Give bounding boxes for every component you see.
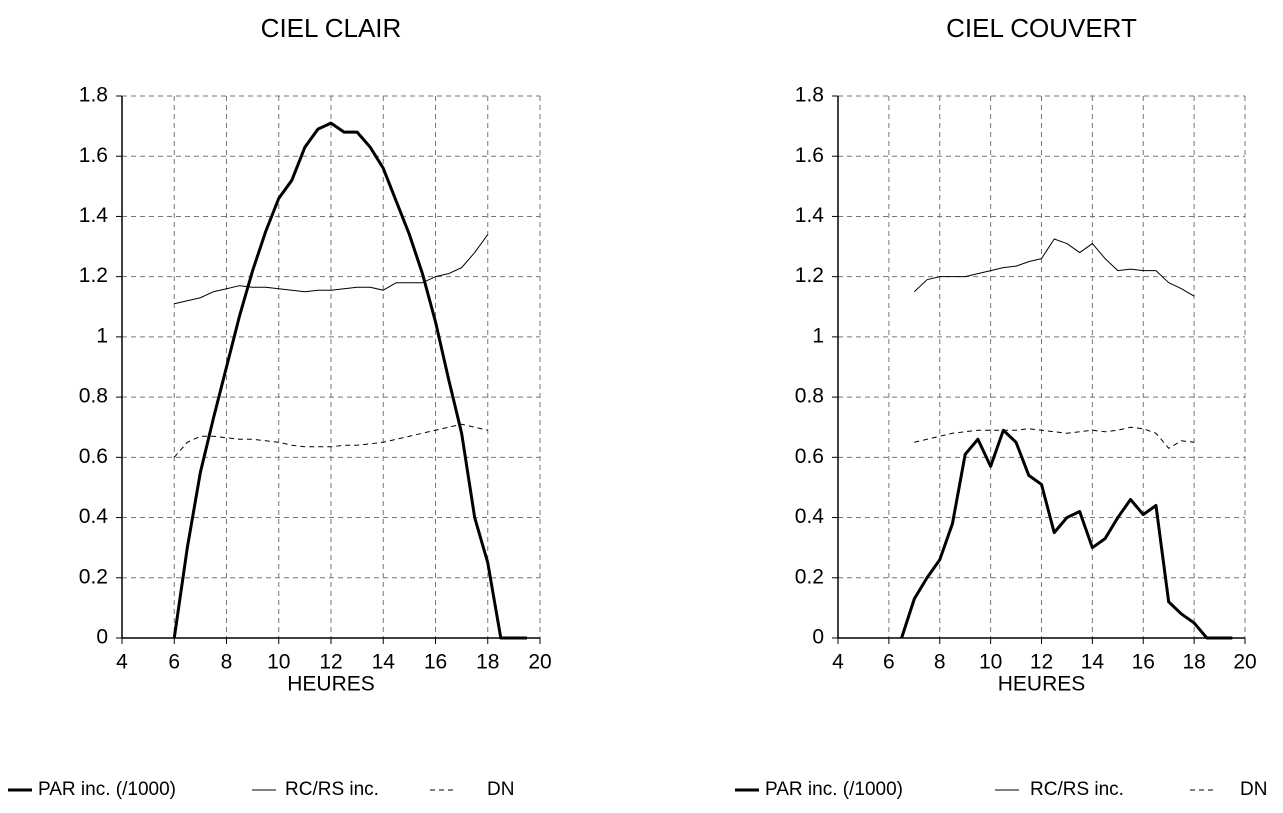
y-tick-label: 0 bbox=[96, 626, 108, 649]
x-tick-label: 6 bbox=[168, 651, 180, 674]
legend-label: RC/RS inc. bbox=[1030, 779, 1124, 800]
y-tick-label: 1.6 bbox=[79, 144, 108, 167]
y-tick-label: 1 bbox=[96, 324, 108, 347]
x-tick-label: 6 bbox=[883, 651, 895, 674]
x-tick-label: 18 bbox=[476, 651, 499, 674]
chart-title: CIEL CLAIR bbox=[261, 13, 402, 43]
series-line bbox=[173, 423, 488, 458]
series-line bbox=[914, 426, 1195, 449]
x-tick-label: 4 bbox=[832, 651, 844, 674]
x-axis-label: HEURES bbox=[287, 673, 375, 696]
x-tick-label: 12 bbox=[1030, 651, 1053, 674]
y-tick-label: 1.2 bbox=[79, 264, 108, 287]
legend-label: PAR inc. (/1000) bbox=[38, 779, 176, 800]
x-tick-label: 14 bbox=[1081, 651, 1105, 674]
y-tick-label: 1.8 bbox=[795, 84, 824, 107]
y-tick-label: 0.8 bbox=[79, 385, 108, 408]
x-tick-label: 12 bbox=[319, 651, 342, 674]
x-tick-label: 8 bbox=[221, 651, 233, 674]
x-tick-label: 10 bbox=[267, 651, 290, 674]
series-line bbox=[172, 121, 527, 640]
legend-label: DN bbox=[1240, 779, 1267, 800]
y-tick-label: 1.8 bbox=[79, 84, 108, 107]
legend-label: DN bbox=[487, 779, 514, 800]
series-line bbox=[174, 234, 489, 305]
y-tick-label: 1.6 bbox=[795, 144, 824, 167]
y-tick-label: 0.8 bbox=[795, 385, 824, 408]
legend-label: PAR inc. (/1000) bbox=[765, 779, 903, 800]
x-tick-label: 8 bbox=[934, 651, 946, 674]
x-tick-label: 20 bbox=[528, 651, 551, 674]
x-tick-label: 16 bbox=[1132, 651, 1155, 674]
y-tick-label: 0.2 bbox=[795, 565, 824, 588]
y-tick-label: 1.2 bbox=[795, 264, 824, 287]
y-tick-label: 0.6 bbox=[795, 445, 824, 468]
x-tick-label: 10 bbox=[979, 651, 1002, 674]
x-tick-label: 4 bbox=[116, 651, 128, 674]
y-tick-label: 0.2 bbox=[79, 565, 108, 588]
y-tick-label: 0 bbox=[812, 626, 824, 649]
y-tick-label: 1 bbox=[812, 324, 824, 347]
series-line bbox=[900, 428, 1233, 640]
series-line bbox=[913, 238, 1195, 297]
x-axis-label: HEURES bbox=[998, 673, 1086, 696]
y-tick-label: 1.4 bbox=[795, 204, 825, 227]
x-tick-label: 18 bbox=[1182, 651, 1205, 674]
y-tick-label: 0.4 bbox=[795, 505, 825, 528]
x-tick-label: 14 bbox=[372, 651, 396, 674]
chart-title: CIEL COUVERT bbox=[946, 13, 1137, 43]
x-tick-label: 20 bbox=[1233, 651, 1256, 674]
y-tick-label: 1.4 bbox=[79, 204, 109, 227]
y-tick-label: 0.6 bbox=[79, 445, 108, 468]
y-tick-label: 0.4 bbox=[79, 505, 109, 528]
x-tick-label: 16 bbox=[424, 651, 447, 674]
legend-label: RC/RS inc. bbox=[285, 779, 379, 800]
